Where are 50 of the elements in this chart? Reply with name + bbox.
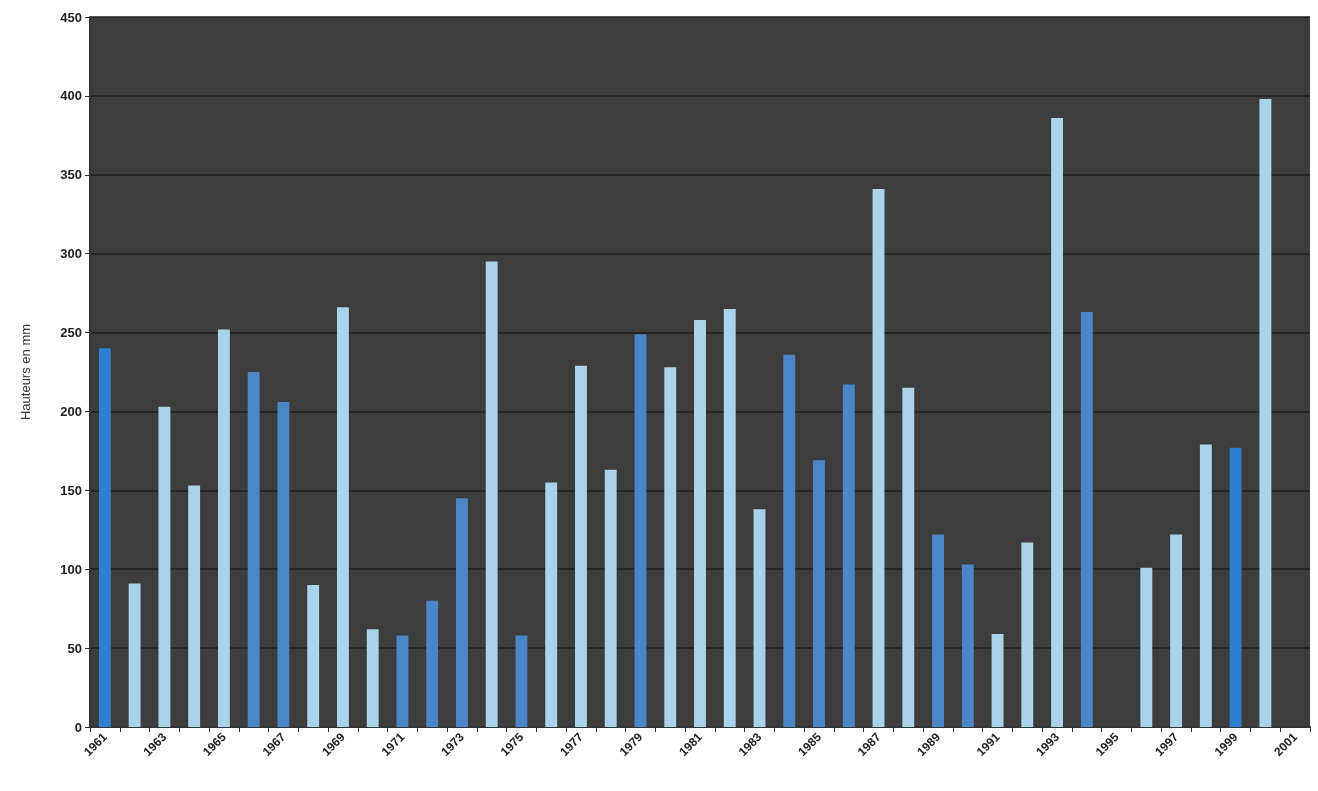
bar: [98, 348, 111, 727]
bar: [575, 365, 587, 727]
bar: [1229, 447, 1242, 727]
y-axis-title: Hauteurs en mm: [18, 323, 33, 421]
bar: [158, 406, 171, 727]
y-tick-label: 200: [60, 403, 82, 419]
bar: [1259, 99, 1272, 727]
bar: [456, 498, 468, 727]
bar: [783, 354, 796, 727]
bar: [247, 372, 260, 727]
bar: [932, 534, 944, 727]
bar: [307, 585, 320, 727]
bar: [545, 482, 558, 727]
y-tick-label: 250: [60, 325, 82, 341]
y-tick-label: 300: [60, 246, 82, 262]
bar: [664, 367, 677, 727]
bar: [396, 635, 409, 727]
y-tick-label: 150: [60, 482, 82, 498]
y-tick-label: 100: [60, 561, 82, 577]
y-tick-label: 350: [60, 167, 82, 183]
bar: [515, 635, 528, 727]
bar: [1021, 542, 1034, 727]
y-tick-label: 450: [60, 9, 82, 25]
bar: [485, 261, 498, 727]
bar: [366, 629, 379, 727]
bar: [872, 188, 885, 727]
y-tick-label: 50: [67, 640, 82, 656]
bar: [1199, 444, 1212, 727]
bar: [128, 583, 141, 727]
bar: [426, 600, 439, 727]
bar: [336, 307, 349, 727]
bar: [634, 334, 647, 727]
bar: [694, 319, 706, 727]
bar: [961, 564, 974, 727]
bar: [842, 384, 855, 727]
bar: [991, 633, 1004, 727]
bar: [813, 460, 825, 727]
bar: [1140, 567, 1153, 727]
bar: [277, 401, 290, 727]
bar: [217, 329, 230, 727]
bar: [723, 308, 736, 727]
bar: [902, 387, 915, 727]
bar: [604, 469, 617, 727]
bar: [1170, 534, 1183, 727]
bar: [1080, 312, 1093, 727]
bar: [1051, 117, 1064, 727]
y-tick-label: 400: [60, 88, 82, 104]
y-tick-label: 0: [74, 719, 82, 735]
bar: [188, 485, 201, 727]
bar: [753, 509, 766, 727]
